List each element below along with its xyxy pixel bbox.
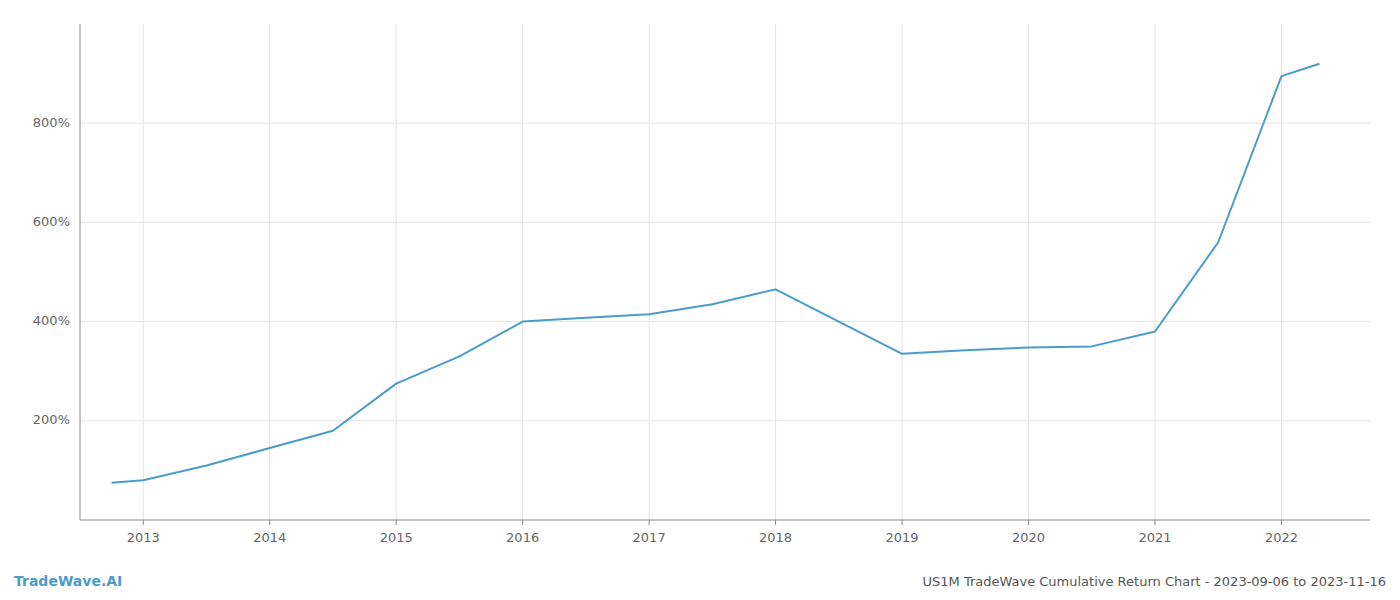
- x-tick-label: 2013: [127, 530, 160, 545]
- x-tick-label: 2017: [633, 530, 666, 545]
- x-tick-mark: [522, 520, 523, 525]
- y-tick-label: 200%: [33, 412, 70, 427]
- axes: 200% 400% 600% 800% 2013 2014 2015 2016 2017 2018…: [33, 24, 1370, 545]
- y-grid-line: [80, 321, 1370, 322]
- footer-left: TradeWave.AI: [14, 573, 122, 589]
- x-tick-mark: [1155, 520, 1156, 525]
- x-grid-line: [775, 24, 776, 520]
- y-tick-label: 600%: [33, 214, 70, 229]
- chart-svg: 200% 400% 600% 800% 2013 2014 2015 2016 2017 2018…: [0, 0, 1400, 600]
- x-tick-mark: [902, 520, 903, 525]
- x-axis-line: [80, 520, 1370, 521]
- footer-right: US1M TradeWave Cumulative Return Chart -…: [923, 574, 1387, 589]
- y-grid-line: [80, 123, 1370, 124]
- x-tick-label: 2015: [380, 530, 413, 545]
- data-line: [112, 64, 1320, 483]
- x-tick-label: 2019: [886, 530, 919, 545]
- y-grid-line: [80, 222, 1370, 223]
- x-tick-mark: [396, 520, 397, 525]
- x-grid-line: [649, 24, 650, 520]
- x-tick-mark: [1028, 520, 1029, 525]
- x-tick-mark: [1281, 520, 1282, 525]
- y-grid-line: [80, 420, 1370, 421]
- x-tick-label: 2021: [1138, 530, 1171, 545]
- x-tick-label: 2022: [1265, 530, 1298, 545]
- grid: [80, 24, 1370, 520]
- y-tick-label: 800%: [33, 115, 70, 130]
- x-grid-line: [396, 24, 397, 520]
- x-grid-line: [1281, 24, 1282, 520]
- x-tick-mark: [143, 520, 144, 525]
- x-grid-line: [522, 24, 523, 520]
- y-tick-label: 400%: [33, 313, 70, 328]
- x-grid-line: [269, 24, 270, 520]
- x-tick-label: 2018: [759, 530, 792, 545]
- chart-container: 200% 400% 600% 800% 2013 2014 2015 2016 2017 2018…: [0, 0, 1400, 600]
- x-tick-mark: [649, 520, 650, 525]
- x-tick-label: 2020: [1012, 530, 1045, 545]
- y-axis-line: [80, 24, 81, 520]
- data-layer: [112, 64, 1320, 483]
- x-tick-mark: [269, 520, 270, 525]
- x-grid-line: [902, 24, 903, 520]
- x-grid-line: [1028, 24, 1029, 520]
- x-tick-label: 2016: [506, 530, 539, 545]
- x-grid-line: [1155, 24, 1156, 520]
- x-grid-line: [143, 24, 144, 520]
- x-tick-mark: [775, 520, 776, 525]
- x-tick-label: 2014: [253, 530, 286, 545]
